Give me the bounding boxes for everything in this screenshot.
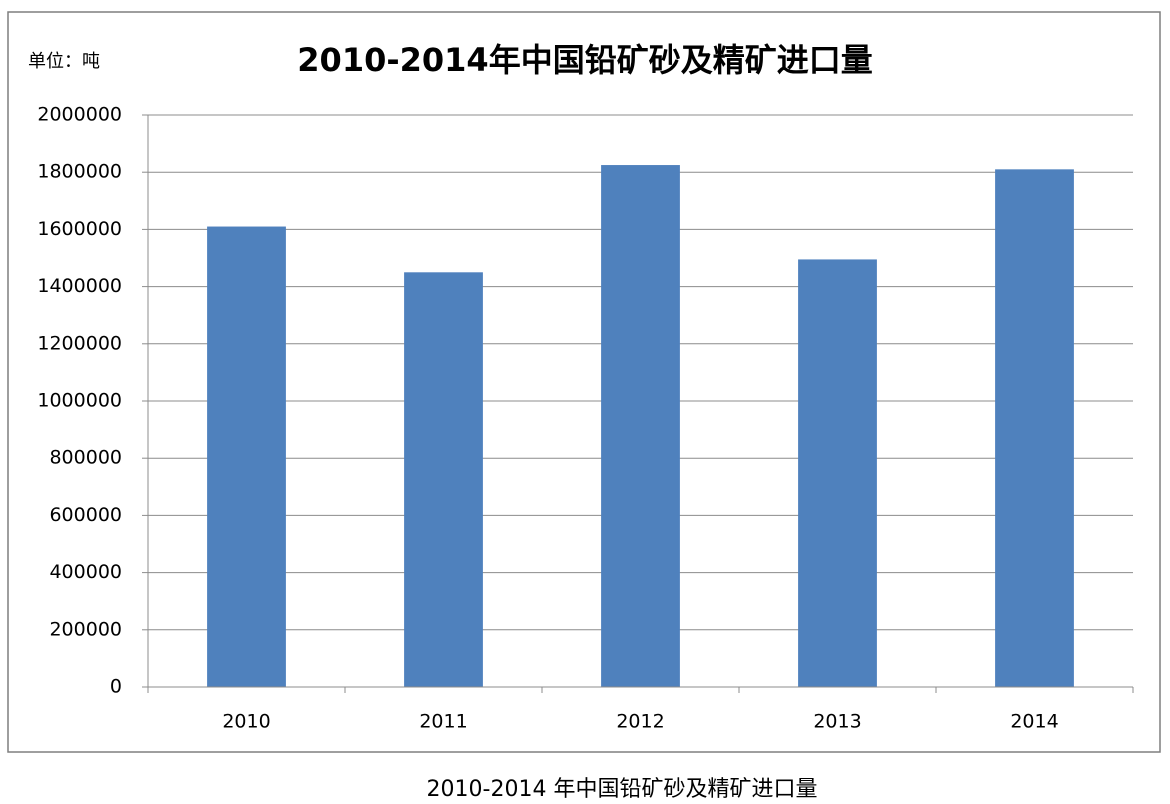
x-tick-label: 2012 [616,711,664,733]
y-tick-label: 1600000 [37,218,122,240]
x-tick-label: 2013 [813,711,861,733]
y-tick-label: 1400000 [37,275,122,297]
y-tick-label: 600000 [49,504,122,526]
y-tick-label: 1800000 [37,161,122,183]
bar [798,259,877,687]
y-tick-label: 200000 [49,618,122,640]
bar [601,165,680,688]
y-tick-label: 1000000 [37,390,122,412]
bar [995,169,1074,688]
x-tick-label: 2014 [1010,711,1058,733]
y-tick-label: 0 [110,676,122,698]
x-tick-label: 2010 [222,711,270,733]
y-tick-label: 2000000 [37,104,122,126]
y-tick-label: 800000 [49,447,122,469]
x-tick-label: 2011 [419,711,467,733]
bar [207,226,286,688]
y-tick-label: 1200000 [37,332,122,354]
bar [404,272,483,687]
chart-title: 2010-2014年中国铅矿砂及精矿进口量 [297,41,872,79]
y-unit-label: 单位：吨 [28,51,100,72]
y-tick-label: 400000 [49,561,122,583]
caption: 2010-2014 年中国铅矿砂及精矿进口量 [427,777,818,802]
chart-border [7,11,1161,753]
